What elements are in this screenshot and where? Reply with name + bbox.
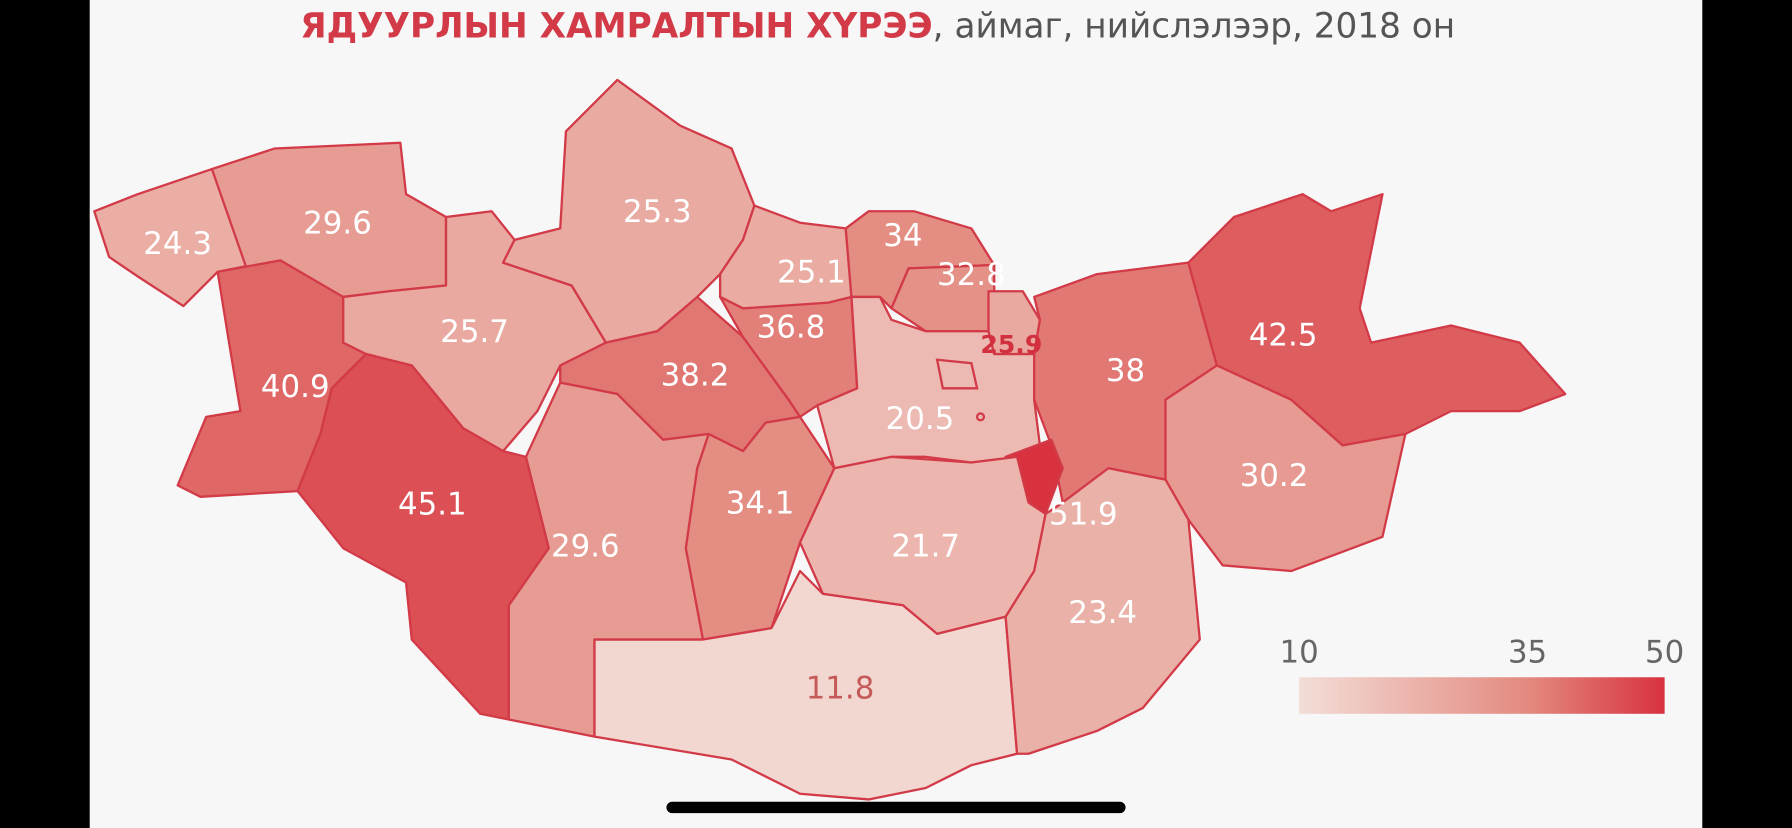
region-label: 42.5 [1249, 317, 1318, 353]
legend: 10 35 50 [1280, 634, 1685, 670]
region-label: 34 [883, 218, 922, 254]
title-main: ЯДУУРЛЫН ХАМРАЛТЫН ХҮРЭЭ [300, 7, 932, 47]
region-label: 32.8 [937, 257, 1006, 293]
region-label: 29.6 [551, 529, 620, 565]
region-label: 45.1 [398, 486, 467, 522]
region-label: 11.8 [806, 670, 875, 706]
region-label: 34.1 [726, 485, 795, 521]
region-label: 25.7 [440, 314, 509, 350]
region-label: 23.4 [1068, 595, 1137, 631]
inner-outline [975, 412, 986, 422]
region-label: 51.9 [1049, 497, 1118, 533]
region-label: 38 [1106, 353, 1145, 389]
region-label: 29.6 [303, 205, 372, 241]
region-label: 40.9 [261, 369, 330, 405]
legend-tick-label: 50 [1645, 634, 1684, 670]
region-label: 36.8 [757, 309, 826, 345]
regions [93, 78, 1567, 801]
region-label: 30.2 [1240, 458, 1309, 494]
title-sub: , аймаг, нийслэлээр, 2018 он [933, 7, 1455, 47]
region-label: 25.3 [623, 194, 692, 230]
labels: 24.3 29.6 40.9 25.7 45.1 25.3 25.1 34 32.8 38.2 36… [143, 194, 1317, 706]
inner-outline [935, 358, 979, 390]
region-label: 25.1 [777, 255, 846, 291]
region-label: 25.9 [980, 330, 1042, 359]
region-label: 24.3 [143, 226, 212, 262]
region-label: 38.2 [661, 357, 730, 393]
colorbar [1299, 677, 1665, 714]
legend-tick-label: 10 [1280, 634, 1319, 670]
region [1004, 467, 1201, 755]
legend-tick-label: 35 [1508, 634, 1547, 670]
region [296, 352, 550, 721]
home-indicator [666, 801, 1126, 814]
region-label: 20.5 [886, 401, 955, 437]
title: ЯДУУРЛЫН ХАМРАЛТЫН ХҮРЭЭ, аймаг, нийслэл… [300, 7, 1455, 47]
region-label: 21.7 [891, 529, 960, 565]
